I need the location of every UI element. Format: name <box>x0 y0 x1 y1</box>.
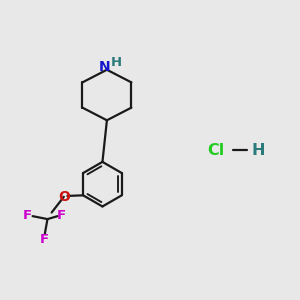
Text: H: H <box>252 142 265 158</box>
Text: F: F <box>40 233 49 246</box>
Text: Cl: Cl <box>207 142 224 158</box>
Text: F: F <box>57 209 66 222</box>
Text: O: O <box>58 190 70 204</box>
Text: N: N <box>99 60 110 74</box>
Text: F: F <box>23 209 32 222</box>
Text: H: H <box>111 56 122 69</box>
